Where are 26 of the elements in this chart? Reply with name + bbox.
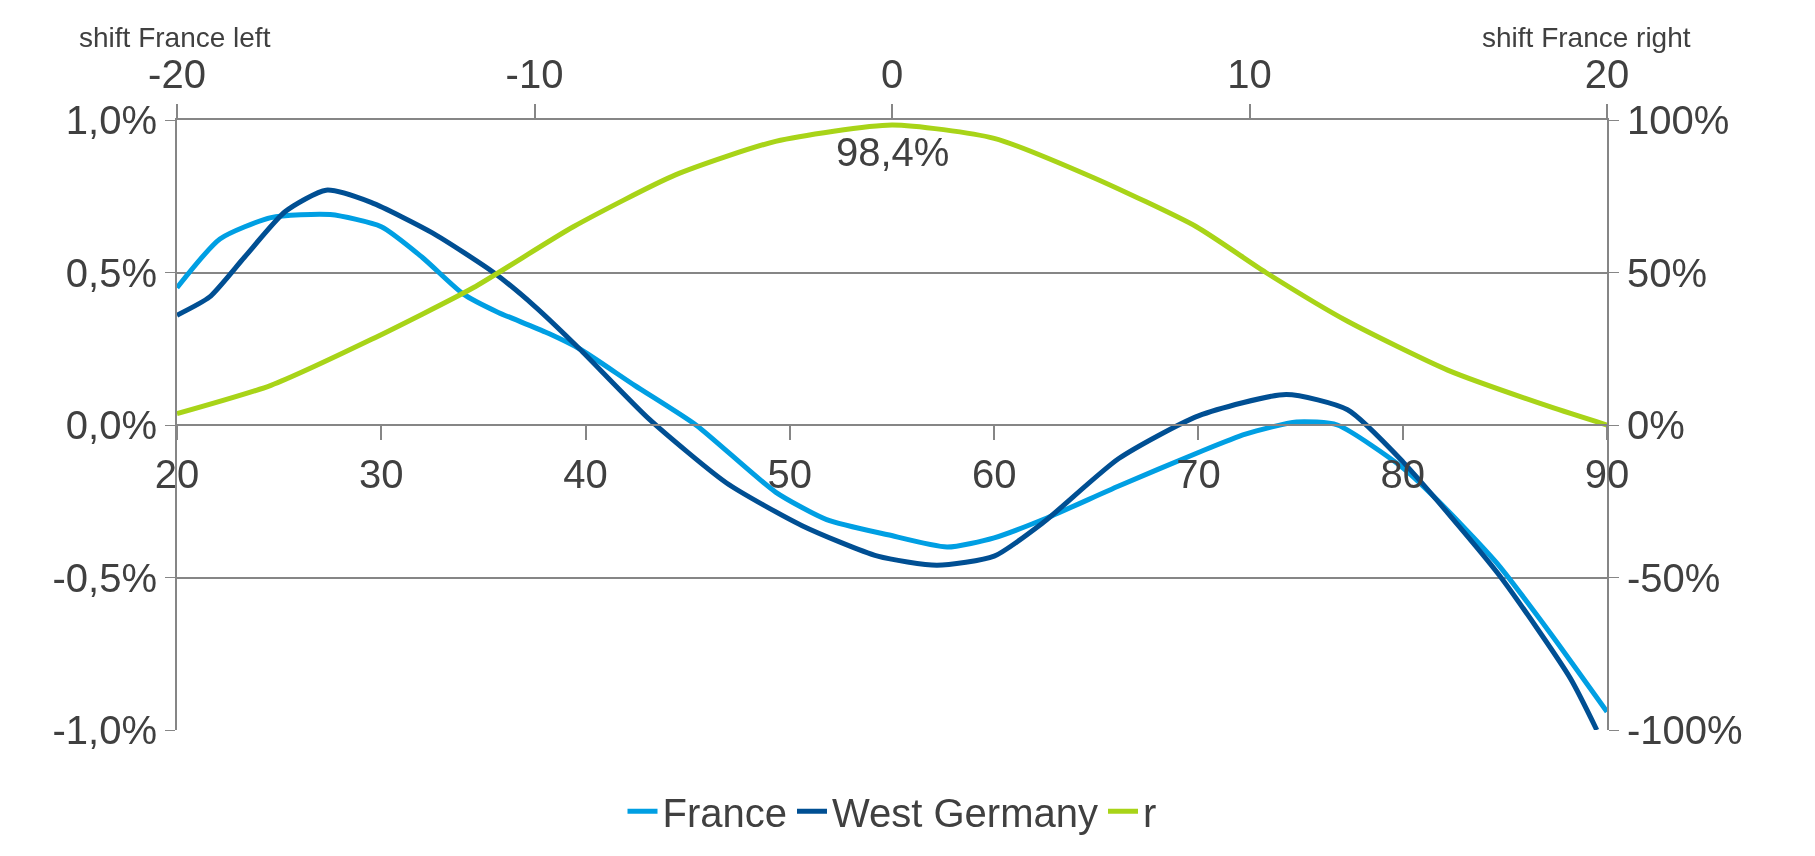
y-tick-label: -1,0% xyxy=(52,708,157,752)
y-tick-label: -0,5% xyxy=(52,555,157,600)
y2-tick-label: -100% xyxy=(1627,708,1743,752)
legend-label: r xyxy=(1143,790,1157,835)
y2-tick-label: -50% xyxy=(1627,555,1721,600)
annotation: 98,4% xyxy=(836,130,950,174)
x-tick-label: 70 xyxy=(1176,452,1221,496)
x-tick-label: 40 xyxy=(563,452,608,496)
text: shift France left xyxy=(79,22,271,53)
text: shift France right xyxy=(1482,22,1691,53)
y-tick-label: 0,0% xyxy=(65,403,157,447)
y2-tick-label: 100% xyxy=(1627,98,1730,142)
x-tick-label: 60 xyxy=(971,452,1017,496)
y-tick-label: 0,5% xyxy=(65,250,157,295)
x2-tick-label: 0 xyxy=(880,52,904,96)
x2-tick-label: 10 xyxy=(1227,52,1272,96)
x-tick-label: 30 xyxy=(359,452,404,496)
legend-label: France xyxy=(662,790,787,835)
x-tick-label: 50 xyxy=(767,452,813,496)
x2-tick-label: -20 xyxy=(148,52,206,96)
y-tick-label: 1,0% xyxy=(65,98,157,142)
x2-tick-label: 20 xyxy=(1584,52,1630,96)
y2-tick-label: 0% xyxy=(1627,403,1685,447)
x2-tick-label: -10 xyxy=(505,52,564,96)
legend-label: West Germany xyxy=(832,790,1098,835)
y2-tick-label: 50% xyxy=(1627,250,1708,295)
